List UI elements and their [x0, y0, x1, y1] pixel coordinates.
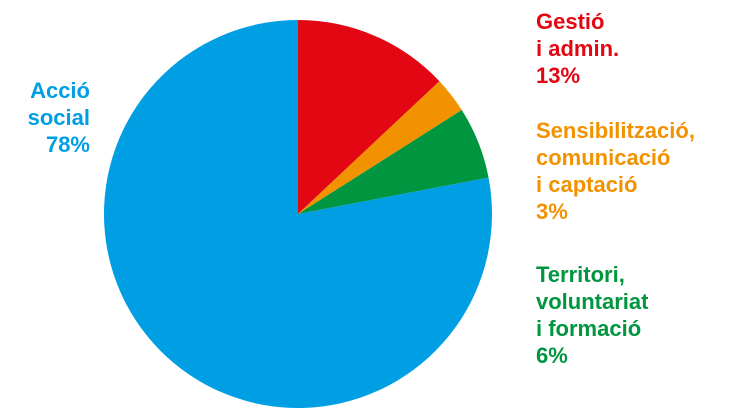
slice-label-line: comunicació [536, 145, 671, 170]
slice-label-line: Territori, [536, 262, 625, 287]
slice-value-label: 3% [536, 199, 568, 224]
slice-value-label: 6% [536, 343, 568, 368]
slice-label-gestio: Gestió i admin. 13% [536, 8, 619, 89]
pie-slice-gestio [298, 20, 440, 214]
pie-slice-sensibilitzacio [298, 81, 462, 214]
slice-label-line: i admin. [536, 36, 620, 61]
pie-slice-territori [298, 110, 489, 214]
slice-label-line: i formació [536, 316, 642, 341]
slice-label-line: Acció [30, 78, 90, 103]
slice-label-sensibilitzacio: Sensibilització, comunicació i captació … [536, 117, 695, 225]
slice-label-accio-social: Acció social 78% [20, 77, 90, 158]
pie-slices [103, 19, 492, 408]
slice-label-line: voluntariat [536, 289, 649, 314]
slice-value-label: 78% [45, 132, 90, 157]
slice-label-line: social [27, 105, 90, 130]
slice-value-label: 13% [536, 63, 581, 88]
slice-label-line: i captació [536, 172, 638, 197]
slice-label-territori: Territori, voluntariat i formació 6% [536, 261, 648, 369]
slice-label-line: Gestió [536, 9, 605, 34]
slice-label-line: Sensibilització, [536, 118, 695, 143]
pie-slice-accio [103, 19, 492, 408]
